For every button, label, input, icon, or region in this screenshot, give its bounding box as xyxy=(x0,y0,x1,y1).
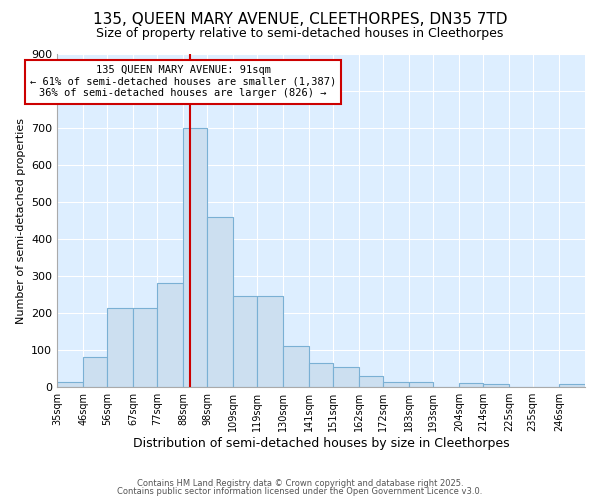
Bar xyxy=(359,376,383,387)
Bar xyxy=(133,308,157,387)
Text: 135, QUEEN MARY AVENUE, CLEETHORPES, DN35 7TD: 135, QUEEN MARY AVENUE, CLEETHORPES, DN3… xyxy=(93,12,507,28)
Bar xyxy=(183,128,207,387)
Text: Contains public sector information licensed under the Open Government Licence v3: Contains public sector information licen… xyxy=(118,487,482,496)
Text: 135 QUEEN MARY AVENUE: 91sqm
← 61% of semi-detached houses are smaller (1,387)
3: 135 QUEEN MARY AVENUE: 91sqm ← 61% of se… xyxy=(30,65,336,98)
X-axis label: Distribution of semi-detached houses by size in Cleethorpes: Distribution of semi-detached houses by … xyxy=(133,437,509,450)
Bar xyxy=(107,308,133,387)
Bar xyxy=(383,382,409,387)
Bar xyxy=(283,346,309,387)
Bar xyxy=(157,284,183,387)
Y-axis label: Number of semi-detached properties: Number of semi-detached properties xyxy=(16,118,26,324)
Bar xyxy=(257,296,283,387)
Bar xyxy=(459,384,483,387)
Bar xyxy=(483,384,509,387)
Text: Size of property relative to semi-detached houses in Cleethorpes: Size of property relative to semi-detach… xyxy=(97,28,503,40)
Bar xyxy=(333,366,359,387)
Bar xyxy=(409,382,433,387)
Bar xyxy=(309,363,333,387)
Bar xyxy=(83,358,107,387)
Bar xyxy=(233,296,257,387)
Bar xyxy=(559,384,585,387)
Bar xyxy=(57,382,83,387)
Bar xyxy=(207,217,233,387)
Text: Contains HM Land Registry data © Crown copyright and database right 2025.: Contains HM Land Registry data © Crown c… xyxy=(137,478,463,488)
